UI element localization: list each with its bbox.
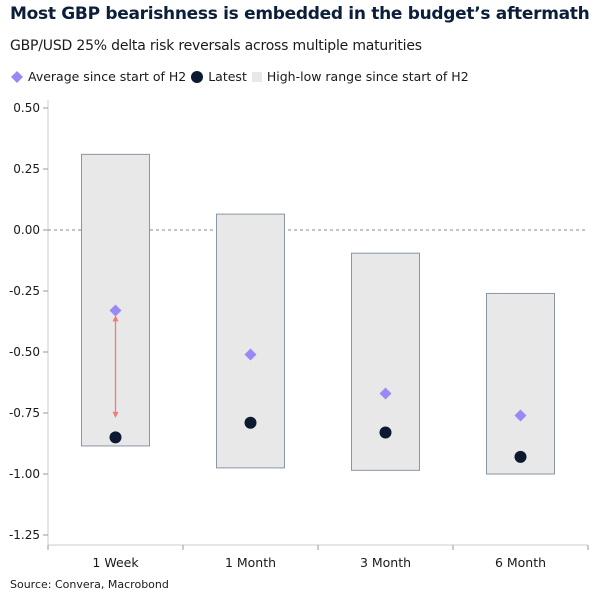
legend: Average since start of H2 Latest High-lo… [10,69,469,84]
x-tick-label: 1 Month [225,555,276,570]
x-tick-label: 1 Week [92,555,139,570]
legend-latest: Latest [208,69,247,84]
y-tick-label: 0.25 [13,162,40,176]
chart-title: Most GBP bearishness is embedded in the … [10,4,590,24]
y-tick-label: -0.25 [9,284,40,298]
x-tick-label: 3 Month [360,555,411,570]
legend-diamond-icon [11,70,23,83]
average-marker [109,304,122,317]
y-tick-label: 0.00 [13,223,40,237]
source-note: Source: Convera, Macrobond [10,578,169,591]
latest-marker [514,450,527,463]
average-marker [514,409,527,422]
legend-range: High-low range since start of H2 [266,69,469,84]
average-marker [244,348,257,361]
legend-box-icon [251,71,262,82]
latest-marker [109,431,122,444]
y-tick-label: -1.00 [9,467,40,481]
legend-average: Average since start of H2 [28,69,187,84]
chart-subtitle: GBP/USD 25% delta risk reversals across … [10,38,422,54]
y-tick-label: -1.25 [9,528,40,542]
y-tick-label: -0.50 [9,345,40,359]
range-box [486,292,555,475]
arrow-head-down [112,411,119,418]
average-marker [379,387,392,400]
latest-marker [244,416,257,429]
latest-marker [379,426,392,439]
y-tick-label: 0.50 [13,101,40,115]
y-tick-label: -0.75 [9,406,40,420]
range-box [216,213,285,469]
arrow-head-up [112,315,119,322]
legend-circle-icon [191,70,204,83]
x-tick-label: 6 Month [495,555,546,570]
